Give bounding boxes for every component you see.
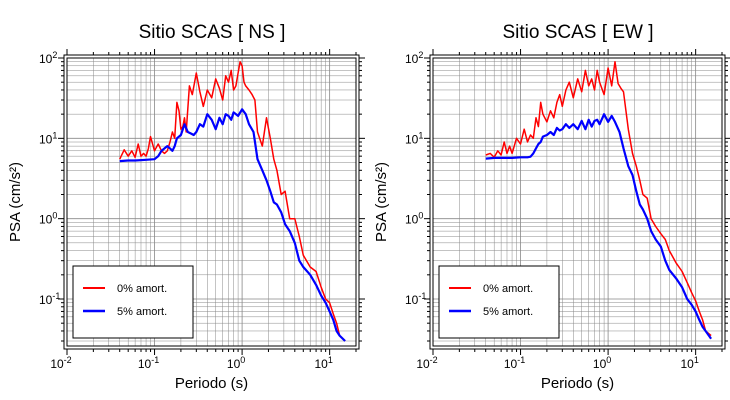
x-tick-label: 10-1 xyxy=(138,355,159,371)
x-tick-label: 100 xyxy=(593,355,611,371)
y-tick-label: 10-1 xyxy=(39,291,60,307)
series-line xyxy=(485,60,712,337)
chart-title: Sitio SCAS [ NS ] xyxy=(139,22,286,43)
y-axis-label: PSA (cm/s²) xyxy=(373,162,390,242)
x-tick-label: 10-1 xyxy=(504,355,525,371)
legend-label-5pct: 5% amort. xyxy=(483,306,533,318)
y-tick-label: 100 xyxy=(405,211,423,227)
plot-frame-inner xyxy=(66,57,357,347)
x-tick-label: 101 xyxy=(314,355,332,371)
chart-ew: Sitio SCAS [ EW ] 10-2 10-1 100 101 10-1… xyxy=(373,22,730,392)
plot-frame xyxy=(63,54,360,350)
plot-frame-inner xyxy=(432,57,723,347)
legend-box xyxy=(72,265,194,339)
legend-label-0pct: 0% amort. xyxy=(117,283,167,295)
plot-grid xyxy=(66,57,357,346)
legend-label-0pct: 0% amort. xyxy=(483,283,533,295)
y-tick-label: 100 xyxy=(39,211,57,227)
x-tick-label: 100 xyxy=(227,355,245,371)
axis-ticks xyxy=(58,49,365,355)
x-axis-label: Periodo (s) xyxy=(175,375,248,392)
x-axis-label: Periodo (s) xyxy=(541,375,614,392)
y-tick-label: 102 xyxy=(39,50,57,66)
legend: 0% amort. 5% amort. xyxy=(438,265,560,339)
legend: 0% amort. 5% amort. xyxy=(72,265,194,339)
x-tick-label: 10-2 xyxy=(50,355,71,371)
series-line xyxy=(485,113,712,340)
x-tick-label: 101 xyxy=(680,355,698,371)
legend-box xyxy=(438,265,560,339)
axis-ticks xyxy=(424,49,730,355)
y-tick-label: 101 xyxy=(405,130,423,146)
legend-label-5pct: 5% amort. xyxy=(117,306,167,318)
series-group xyxy=(485,60,712,340)
y-tick-label: 10-1 xyxy=(405,291,426,307)
series-line xyxy=(119,108,346,342)
plot-frame xyxy=(429,54,726,350)
chart-title: Sitio SCAS [ EW ] xyxy=(503,22,654,43)
y-tick-label: 101 xyxy=(39,130,57,146)
y-axis-label: PSA (cm/s²) xyxy=(7,162,24,242)
chart-ns: Sitio SCAS [ NS ] 10-2 10-1 100 101 10-1… xyxy=(7,22,365,392)
series-line xyxy=(119,60,346,342)
x-tick-label: 10-2 xyxy=(416,355,437,371)
series-group xyxy=(119,60,346,342)
y-tick-label: 102 xyxy=(405,50,423,66)
